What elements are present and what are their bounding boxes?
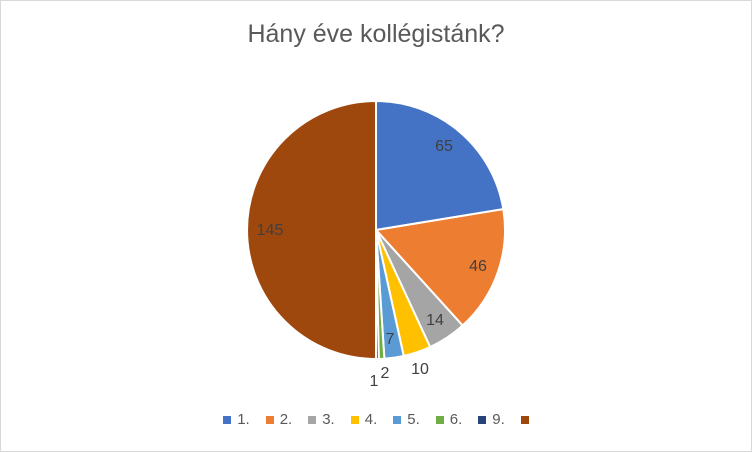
legend-swatch-7 xyxy=(478,415,487,424)
legend-entry-2: 2. xyxy=(265,411,293,428)
pie-slice-1 xyxy=(375,99,505,232)
data-label-5: 7 xyxy=(386,331,395,348)
legend-swatch-8 xyxy=(520,415,529,424)
data-label-4: 10 xyxy=(411,361,429,378)
legend-entry-6: 6. xyxy=(435,411,463,428)
legend-label-3: 3. xyxy=(322,411,335,428)
data-label-2: 46 xyxy=(469,258,487,275)
legend-entry-8 xyxy=(520,415,529,424)
chart-title: Hány éve kollégistánk? xyxy=(247,20,505,48)
legend-swatch-4 xyxy=(350,415,359,424)
legend-entry-7: 9. xyxy=(478,411,505,428)
legend-swatch-6 xyxy=(435,415,444,424)
data-label-6: 2 xyxy=(381,365,390,382)
legend-swatch-2 xyxy=(265,415,274,424)
legend-label-4: 4. xyxy=(364,411,378,428)
legend-label-7: 9. xyxy=(492,411,505,428)
legend-label-6: 6. xyxy=(449,411,463,428)
legend-entry-3: 3. xyxy=(308,411,335,428)
pie-slice-8 xyxy=(246,99,377,361)
legend-entry-1: 1. xyxy=(223,411,250,428)
data-label-3: 14 xyxy=(426,312,444,329)
legend-swatch-1 xyxy=(223,415,232,424)
data-label-7: 1 xyxy=(370,373,379,390)
chart-legend: 1. 2. 3. 4. 5. 6. 9. xyxy=(0,411,752,428)
pie-slice-2 xyxy=(374,207,506,327)
legend-label-1: 1. xyxy=(237,411,250,428)
legend-swatch-5 xyxy=(393,415,402,424)
data-label-1: 65 xyxy=(435,138,453,155)
legend-label-5: 5. xyxy=(407,411,420,428)
data-label-8: 145 xyxy=(257,222,284,239)
legend-entry-5: 5. xyxy=(393,411,420,428)
legend-entry-4: 4. xyxy=(350,411,378,428)
legend-swatch-3 xyxy=(308,415,317,424)
legend-label-2: 2. xyxy=(279,411,293,428)
